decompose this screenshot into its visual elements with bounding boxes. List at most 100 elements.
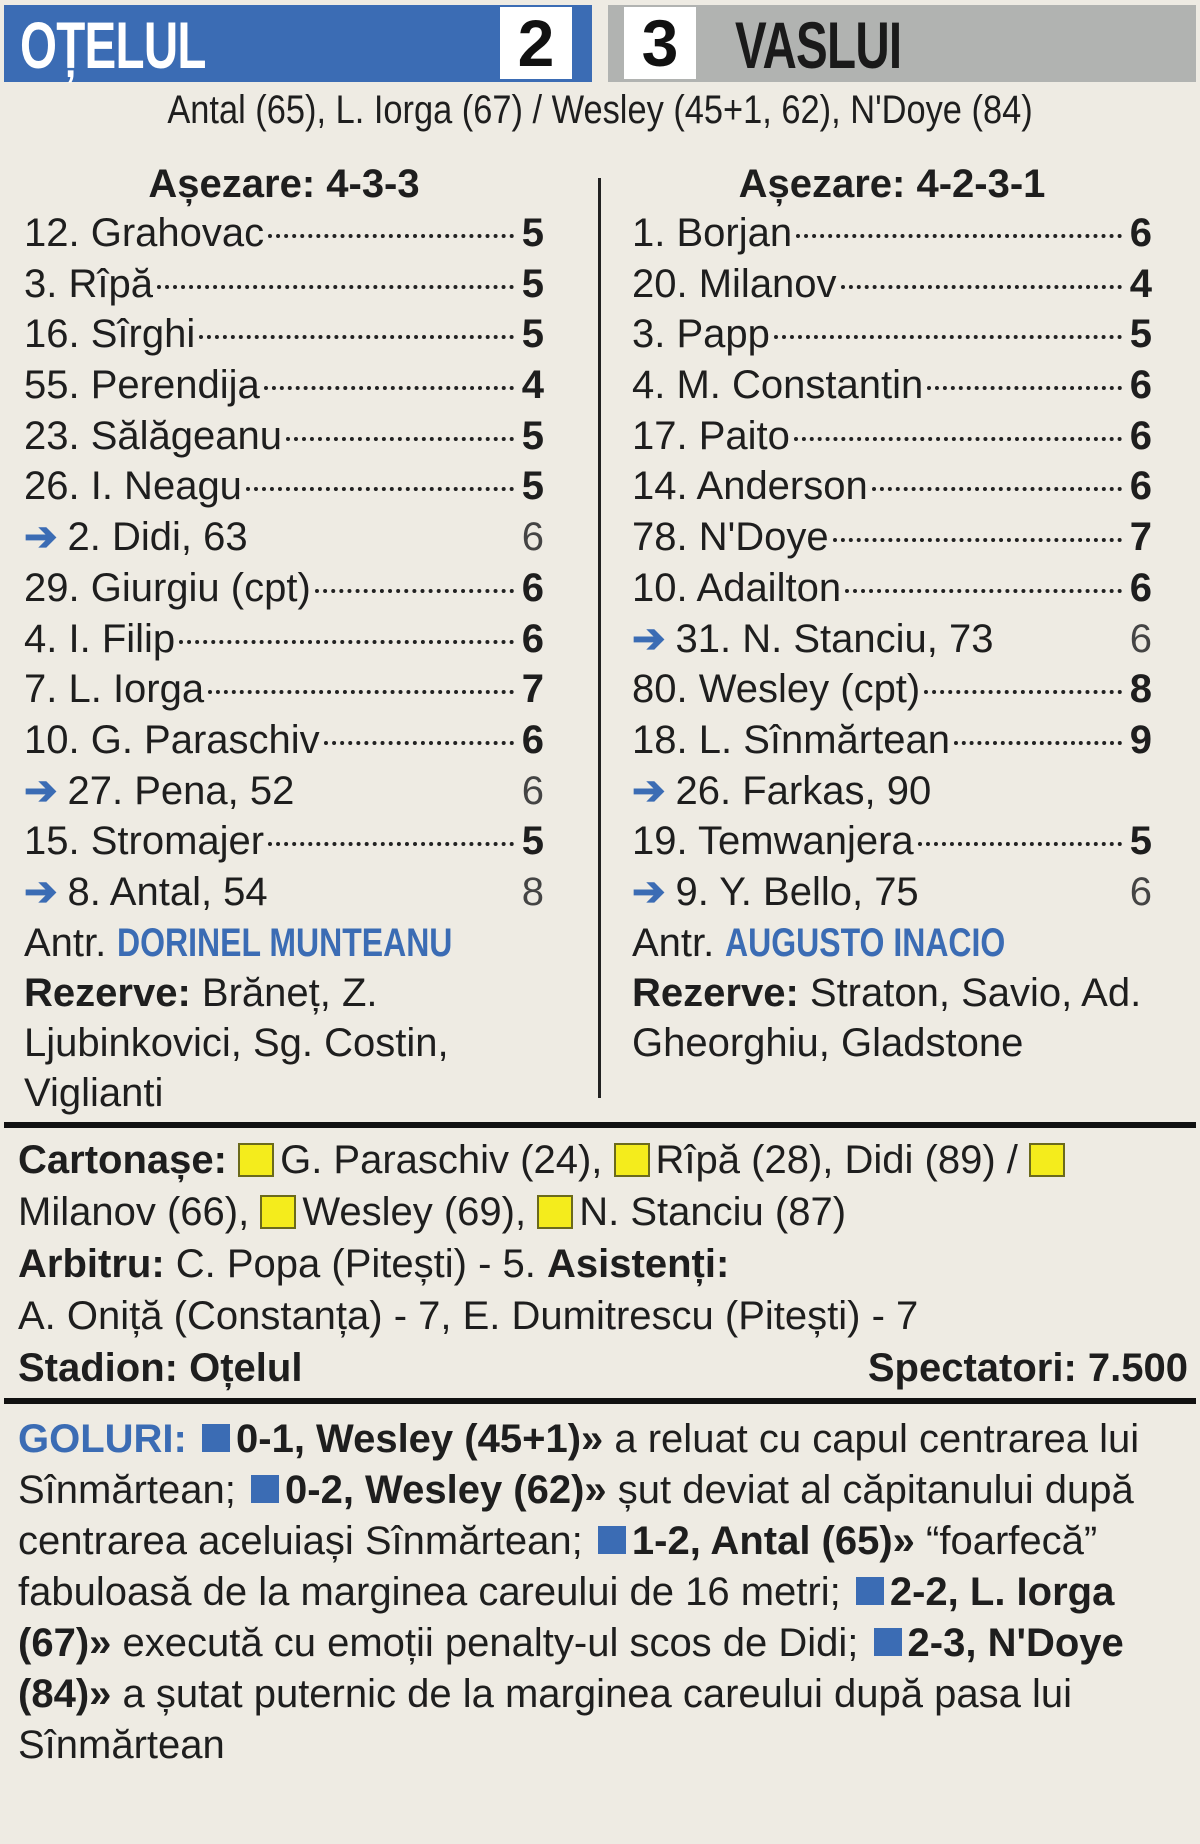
dot-leader (845, 588, 1122, 593)
away-team-name: VASLUI (735, 8, 902, 82)
player-rating: 6 (521, 616, 544, 661)
goal-scorers: Antal (65), L. Iorga (67) / Wesley (45+1… (167, 88, 1033, 132)
referee-line: Arbitru: C. Popa (Pitești) - 5. Asistenț… (18, 1242, 919, 1338)
dot-leader (286, 436, 514, 441)
player-name: 20. Milanov (632, 261, 837, 306)
bullet-square-icon (855, 1577, 884, 1605)
player-name: 4. M. Constantin (632, 363, 924, 408)
player-rating: 6 (1129, 616, 1152, 661)
player-rating: 6 (1129, 413, 1152, 458)
cards-line: Cartonașe: G. Paraschiv (24), Rîpă (28),… (18, 1134, 1188, 1238)
player-row: 26. I. Neagu 5 (24, 461, 544, 512)
player-name: 10. Adailton (632, 565, 842, 610)
player-row: 19. Temwanjera 5 (632, 816, 1152, 867)
player-row: 16. Sîrghi 5 (24, 309, 544, 360)
bullet-square-icon (597, 1526, 626, 1554)
dot-leader (268, 234, 514, 238)
player-name: 2. Didi, 63 (67, 515, 248, 560)
dot-leader (208, 690, 514, 695)
player-name: 80. Wesley (cpt) (632, 667, 921, 712)
player-row: 7. L. Iorga 7 (24, 664, 544, 715)
dot-leader (953, 740, 1122, 745)
player-rating: 5 (521, 312, 544, 357)
player-rating: 4 (1129, 261, 1152, 306)
player-name: 23. Sălăgeanu (24, 413, 283, 458)
player-name: 26. I. Neagu (24, 464, 242, 509)
player-row: 78. N'Doye 7 (632, 512, 1152, 563)
dot-leader (773, 335, 1122, 340)
player-name: 26. Farkas, 90 (675, 768, 932, 813)
player-row: 23. Sălăgeanu 5 (24, 411, 544, 462)
player-name: 9. Y. Bello, 75 (675, 869, 919, 914)
player-name: 15. Stromajer (24, 819, 265, 864)
player-row: 3. Rîpă 5 (24, 259, 544, 310)
player-rating: 6 (521, 565, 544, 610)
player-rating: 5 (521, 413, 544, 458)
player-row: 3. Papp 5 (632, 309, 1152, 360)
player-name: 16. Sîrghi (24, 312, 196, 357)
match-info: Cartonașe: G. Paraschiv (24), Rîpă (28),… (18, 1134, 1188, 1394)
player-row: 10. Adailton 6 (632, 563, 1152, 614)
yellow-card-icon (537, 1195, 574, 1229)
dot-leader (924, 690, 1122, 695)
dot-leader (871, 487, 1122, 492)
player-name: 55. Perendija (24, 363, 260, 408)
away-score: 3 (624, 7, 696, 79)
player-rating: 5 (521, 211, 544, 255)
dot-leader (263, 386, 514, 391)
goal-item: 0-2, Wesley (62)» șut deviat al căpitanu… (18, 1468, 1134, 1563)
substitution-arrow-icon: ➔ (632, 768, 666, 813)
player-rating: 9 (1129, 717, 1152, 762)
scoreboard: OȚELUL 2 3 VASLUI (4, 5, 1196, 82)
dot-leader (927, 386, 1122, 391)
away-reserves: Rezerve: Straton, Savio, Ad. Gheorghiu, … (632, 970, 1142, 1065)
substitute-row: ➔ 8. Antal, 54 8 (24, 867, 544, 918)
player-rating: 5 (1129, 312, 1152, 357)
home-lineup: Așezare: 4-3-3 12. Grahovac 5 3. Rîpă 5 16. … (24, 160, 544, 1118)
dot-leader (793, 436, 1122, 441)
player-rating: 7 (1129, 515, 1152, 560)
player-name: 17. Paito (632, 413, 790, 458)
goal-item: 0-1, Wesley (45+1)» a reluat cu capul ce… (18, 1417, 1140, 1512)
away-lineup: Așezare: 4-2-3-1 1. Borjan 6 20. Milanov 4 3… (632, 160, 1152, 1068)
player-row: 29. Giurgiu (cpt) 6 (24, 563, 544, 614)
dot-leader (199, 335, 514, 340)
dot-leader (156, 284, 514, 289)
dot-leader (179, 639, 514, 644)
player-row: 18. L. Sînmărtean 9 (632, 715, 1152, 766)
away-team-bar: 3 VASLUI (608, 5, 1196, 82)
player-name: 31. N. Stanciu, 73 (675, 616, 994, 661)
away-formation: Așezare: 4-2-3-1 (738, 162, 1046, 206)
player-name: 3. Papp (632, 312, 770, 357)
dot-leader (796, 234, 1122, 238)
player-row: 55. Perendija 4 (24, 360, 544, 411)
player-rating: 5 (521, 261, 544, 306)
player-name: 3. Rîpă (24, 261, 153, 306)
player-row: 20. Milanov 4 (632, 259, 1152, 310)
substitute-row: ➔ 2. Didi, 63 6 (24, 512, 544, 563)
player-rating: 6 (1129, 565, 1152, 610)
player-row: 17. Paito 6 (632, 411, 1152, 462)
yellow-card-icon (238, 1143, 275, 1177)
player-name: 4. I. Filip (24, 616, 176, 661)
player-name: 27. Pena, 52 (67, 768, 295, 813)
yellow-card-icon (613, 1143, 650, 1177)
player-name: 19. Temwanjera (632, 819, 914, 864)
home-team-name: OȚELUL (20, 8, 206, 82)
goal-item: 2-2, L. Iorga (67)» execută cu emoții pe… (18, 1570, 1115, 1665)
substitute-row: ➔ 9. Y. Bello, 75 6 (632, 867, 1152, 918)
player-rating: 5 (1129, 819, 1152, 864)
substitute-row: ➔ 26. Farkas, 90 (632, 766, 1152, 817)
player-rating: 6 (1129, 869, 1152, 914)
player-name: 10. G. Paraschiv (24, 717, 320, 762)
player-rating: 6 (521, 717, 544, 762)
bullet-square-icon (251, 1475, 280, 1503)
player-row: 10. G. Paraschiv 6 (24, 715, 544, 766)
player-name: 8. Antal, 54 (67, 869, 268, 914)
home-coach: Antr. DORINEL MUNTEANU (24, 920, 453, 965)
yellow-card-icon (260, 1195, 297, 1229)
player-rating: 7 (521, 667, 544, 712)
player-rating: 4 (521, 363, 544, 408)
dot-leader (245, 487, 514, 492)
goal-item: 2-3, N'Doye (84)» a șutat puternic de la… (18, 1621, 1124, 1767)
